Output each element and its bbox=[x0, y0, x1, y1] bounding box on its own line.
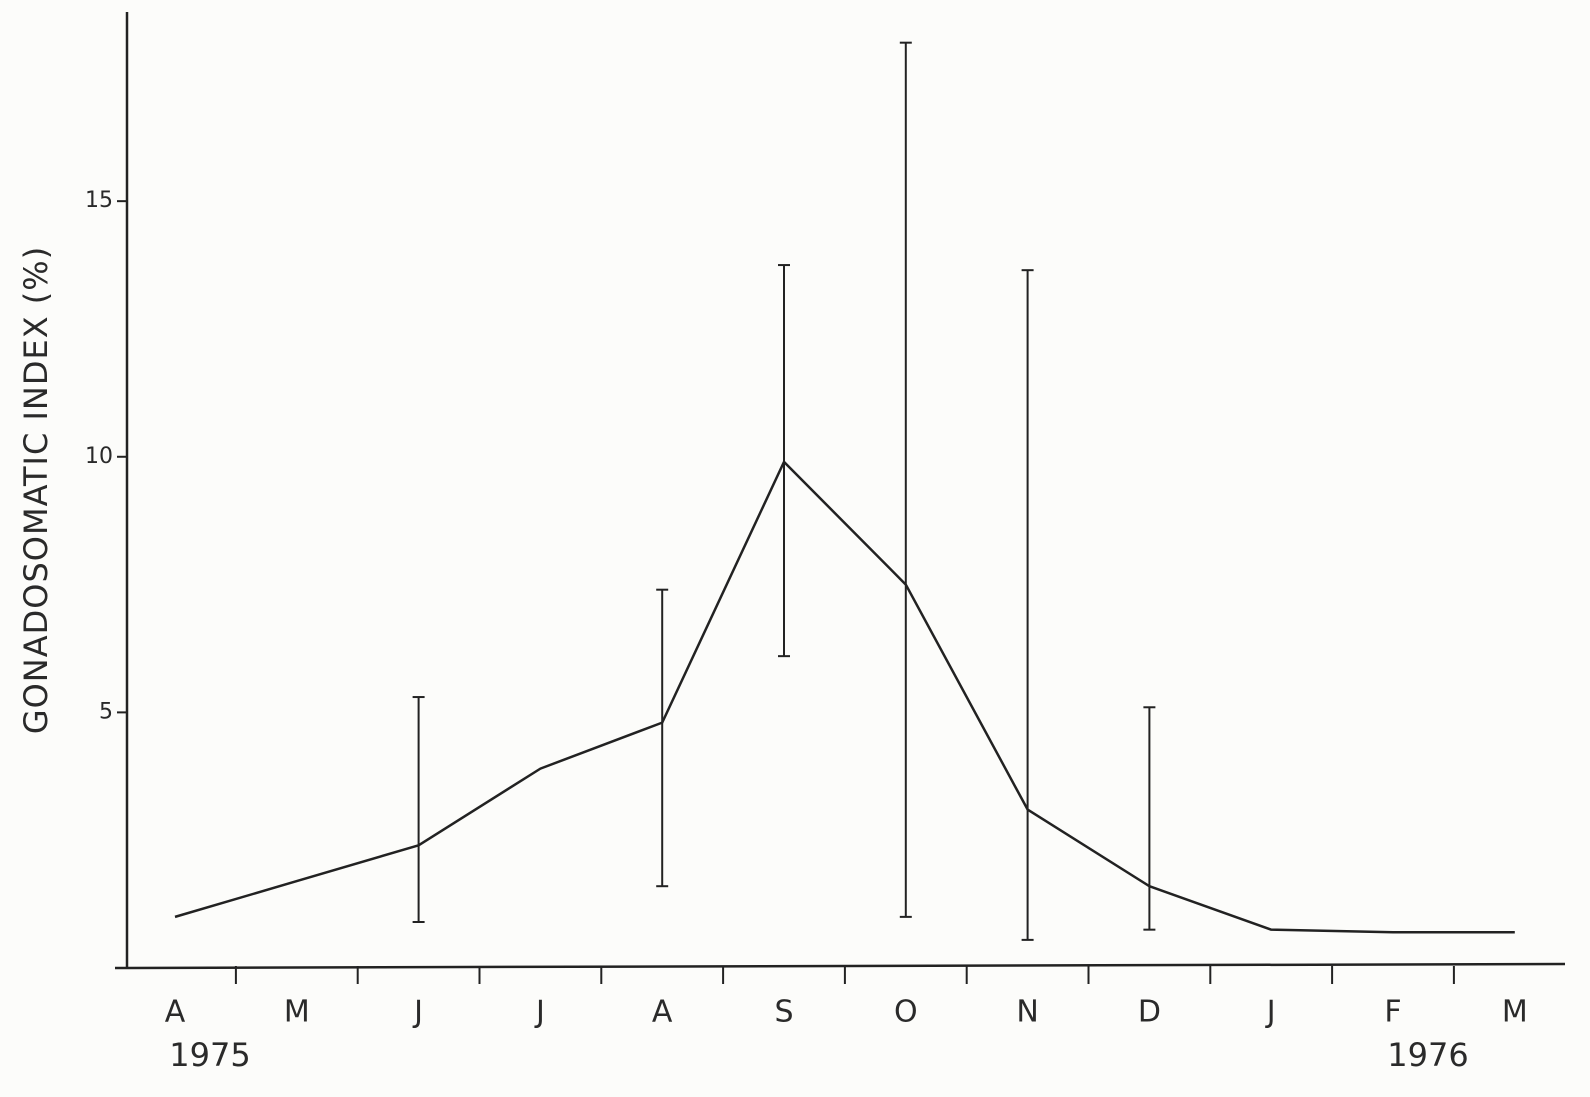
year-label: 1975 bbox=[169, 1036, 250, 1074]
x-tick-label: N bbox=[1016, 995, 1038, 1030]
x-tick-label: M bbox=[284, 995, 310, 1030]
x-tick-label: J bbox=[1265, 995, 1276, 1030]
x-tick-label: A bbox=[165, 995, 186, 1030]
x-tick-label: D bbox=[1138, 995, 1161, 1030]
x-tick-label: F bbox=[1384, 995, 1401, 1030]
x-tick-label: A bbox=[652, 995, 673, 1030]
y-tick-label: 15 bbox=[85, 188, 113, 213]
y-axis-title: GONADOSOMATIC INDEX (%) bbox=[17, 246, 55, 734]
data-line bbox=[174, 460, 1515, 934]
x-tick-label: J bbox=[534, 995, 545, 1030]
x-axis bbox=[114, 962, 1566, 970]
x-tick-label: O bbox=[894, 995, 918, 1030]
y-tick-label: 5 bbox=[99, 699, 113, 724]
y-tick-label: 10 bbox=[85, 444, 113, 469]
x-tick-label: M bbox=[1502, 995, 1528, 1030]
year-label: 1976 bbox=[1387, 1036, 1468, 1074]
x-tick-label: S bbox=[774, 995, 793, 1030]
x-tick-label: J bbox=[412, 995, 423, 1030]
